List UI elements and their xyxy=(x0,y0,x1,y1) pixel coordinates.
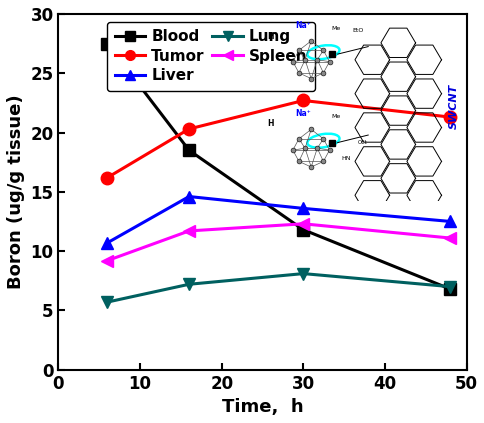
Text: Na⁺: Na⁺ xyxy=(294,21,310,30)
Text: OEt: OEt xyxy=(357,140,367,146)
Y-axis label: Boron (ug/g tissue): Boron (ug/g tissue) xyxy=(7,94,25,289)
Text: Na⁺: Na⁺ xyxy=(294,109,310,118)
Text: HN: HN xyxy=(341,156,350,160)
Text: SWCNT: SWCNT xyxy=(448,84,458,129)
X-axis label: Time,  h: Time, h xyxy=(221,398,302,416)
Text: EtO: EtO xyxy=(351,27,363,33)
Text: Me: Me xyxy=(331,26,340,30)
Text: H: H xyxy=(267,32,273,41)
Text: H: H xyxy=(267,118,273,128)
Text: Me: Me xyxy=(331,114,340,119)
Legend: Blood, Tumor, Liver, Lung, Spleen: Blood, Tumor, Liver, Lung, Spleen xyxy=(106,22,315,91)
